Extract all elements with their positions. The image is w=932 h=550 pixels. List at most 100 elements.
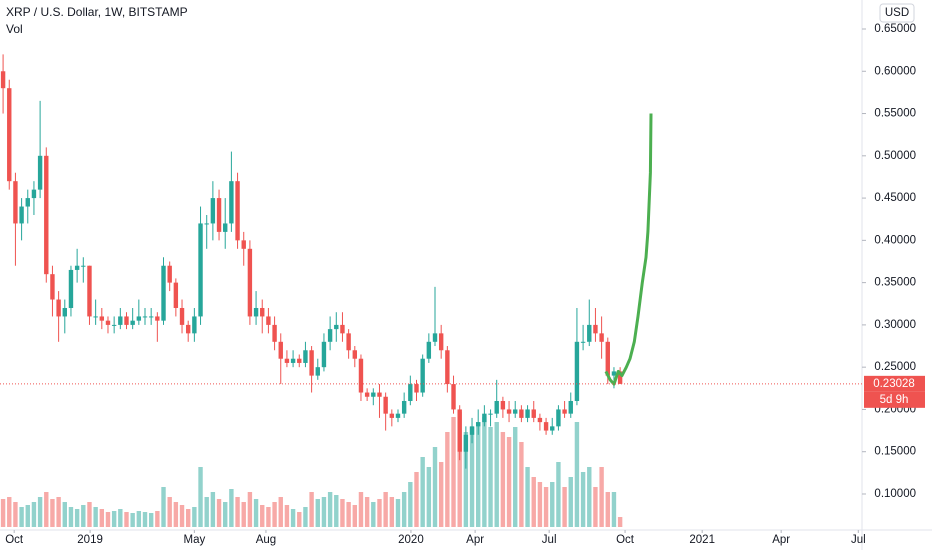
- volume-bar: [241, 502, 246, 527]
- candle-body: [358, 358, 364, 393]
- candle-body: [494, 400, 499, 414]
- candle-body: [599, 333, 604, 342]
- candle-body: [327, 329, 333, 342]
- candle-body: [513, 409, 518, 414]
- candle-body: [37, 155, 43, 190]
- y-tick-label: 0.25000: [874, 361, 916, 373]
- candle-body: [414, 384, 419, 393]
- volume-bar: [358, 492, 364, 527]
- candle-body: [371, 392, 376, 397]
- volume-bar: [204, 497, 209, 527]
- candle-body: [309, 350, 314, 376]
- candle-body: [185, 324, 191, 334]
- candle-body: [272, 324, 277, 342]
- volume-bar: [488, 427, 493, 527]
- volume-bar: [179, 505, 185, 527]
- volume-bar: [445, 432, 450, 527]
- candle-body: [476, 422, 481, 427]
- candle-body: [469, 426, 475, 435]
- candle-body: [537, 417, 543, 423]
- candle-body: [445, 350, 450, 385]
- volume-bar: [37, 497, 43, 527]
- volume-bar: [469, 427, 475, 527]
- candle-body: [426, 341, 432, 359]
- candle-body: [519, 409, 524, 418]
- x-tick-label: 2020: [398, 534, 424, 546]
- volume-bar: [284, 505, 290, 527]
- volume-bar: [580, 472, 586, 527]
- currency-button[interactable]: [879, 3, 915, 23]
- volume-bar: [148, 513, 154, 527]
- candle-body: [550, 426, 555, 431]
- volume-bar: [210, 492, 216, 527]
- volume-bar: [198, 467, 203, 527]
- x-tick-label: 2019: [77, 534, 103, 546]
- volume-bar: [167, 497, 172, 527]
- candle-body: [25, 198, 30, 207]
- candle-body: [556, 409, 561, 427]
- candle-body: [297, 358, 302, 363]
- candle-body: [118, 316, 123, 325]
- x-tick-label: Apr: [466, 534, 484, 546]
- volume-bar: [130, 513, 135, 527]
- candle-body: [173, 282, 179, 308]
- candle-body: [142, 316, 148, 318]
- candle-body: [457, 409, 462, 452]
- candle-body: [7, 88, 12, 182]
- volume-bar: [111, 511, 117, 527]
- volume-bar: [216, 499, 222, 527]
- volume-bar: [420, 457, 425, 527]
- candle-body: [50, 274, 55, 300]
- volume-bar: [247, 492, 253, 527]
- candle-body: [377, 392, 382, 397]
- volume-bar: [574, 422, 580, 527]
- volume-bar: [568, 477, 573, 527]
- candle-body: [438, 333, 444, 351]
- candle-body: [99, 316, 105, 321]
- candle-body: [87, 265, 92, 317]
- volume-bar: [309, 492, 314, 527]
- volume-bar: [617, 517, 623, 527]
- volume-bar: [389, 497, 395, 527]
- volume-bar: [476, 422, 481, 527]
- volume-bar: [68, 507, 74, 527]
- candle-body: [574, 341, 580, 401]
- candle-body: [525, 409, 530, 418]
- volume-bar: [463, 432, 469, 527]
- candle-body: [488, 413, 493, 415]
- candle-body: [531, 409, 536, 418]
- volume-bar: [611, 492, 617, 527]
- last-price-label: 0.23028: [873, 378, 915, 390]
- currency-label[interactable]: USD: [885, 7, 909, 19]
- candle-body: [179, 307, 185, 325]
- candle-body: [31, 189, 37, 199]
- y-tick-label: 0.35000: [874, 277, 916, 289]
- volume-bar: [260, 505, 265, 527]
- volume-bar: [185, 509, 191, 527]
- y-tick-label: 0.15000: [874, 446, 916, 458]
- volume-bar: [408, 482, 413, 527]
- volume-bar: [87, 502, 92, 527]
- y-tick-label: 0.55000: [874, 108, 916, 120]
- volume-bar: [383, 492, 388, 527]
- candle-body: [161, 265, 166, 321]
- candle-body: [395, 413, 401, 418]
- candle-body: [587, 324, 592, 342]
- volume-bar: [593, 487, 598, 527]
- volume-bar: [519, 442, 524, 527]
- volume-bar: [124, 512, 129, 527]
- candle-body: [340, 324, 345, 334]
- candle-body: [500, 400, 506, 410]
- candle-body: [321, 341, 327, 368]
- candle-body: [241, 240, 246, 249]
- symbol-title: XRP / U.S. Dollar, 1W, BITSTAMP: [6, 5, 188, 19]
- candle-body: [506, 409, 512, 414]
- candle-body: [543, 422, 549, 431]
- x-tick-label: Aug: [256, 534, 276, 546]
- candle-body: [130, 320, 135, 325]
- candle-body: [334, 324, 339, 330]
- volume-bar: [173, 502, 179, 527]
- candle-body: [148, 316, 154, 318]
- volume-bar: [81, 505, 86, 527]
- candle-body: [260, 307, 265, 317]
